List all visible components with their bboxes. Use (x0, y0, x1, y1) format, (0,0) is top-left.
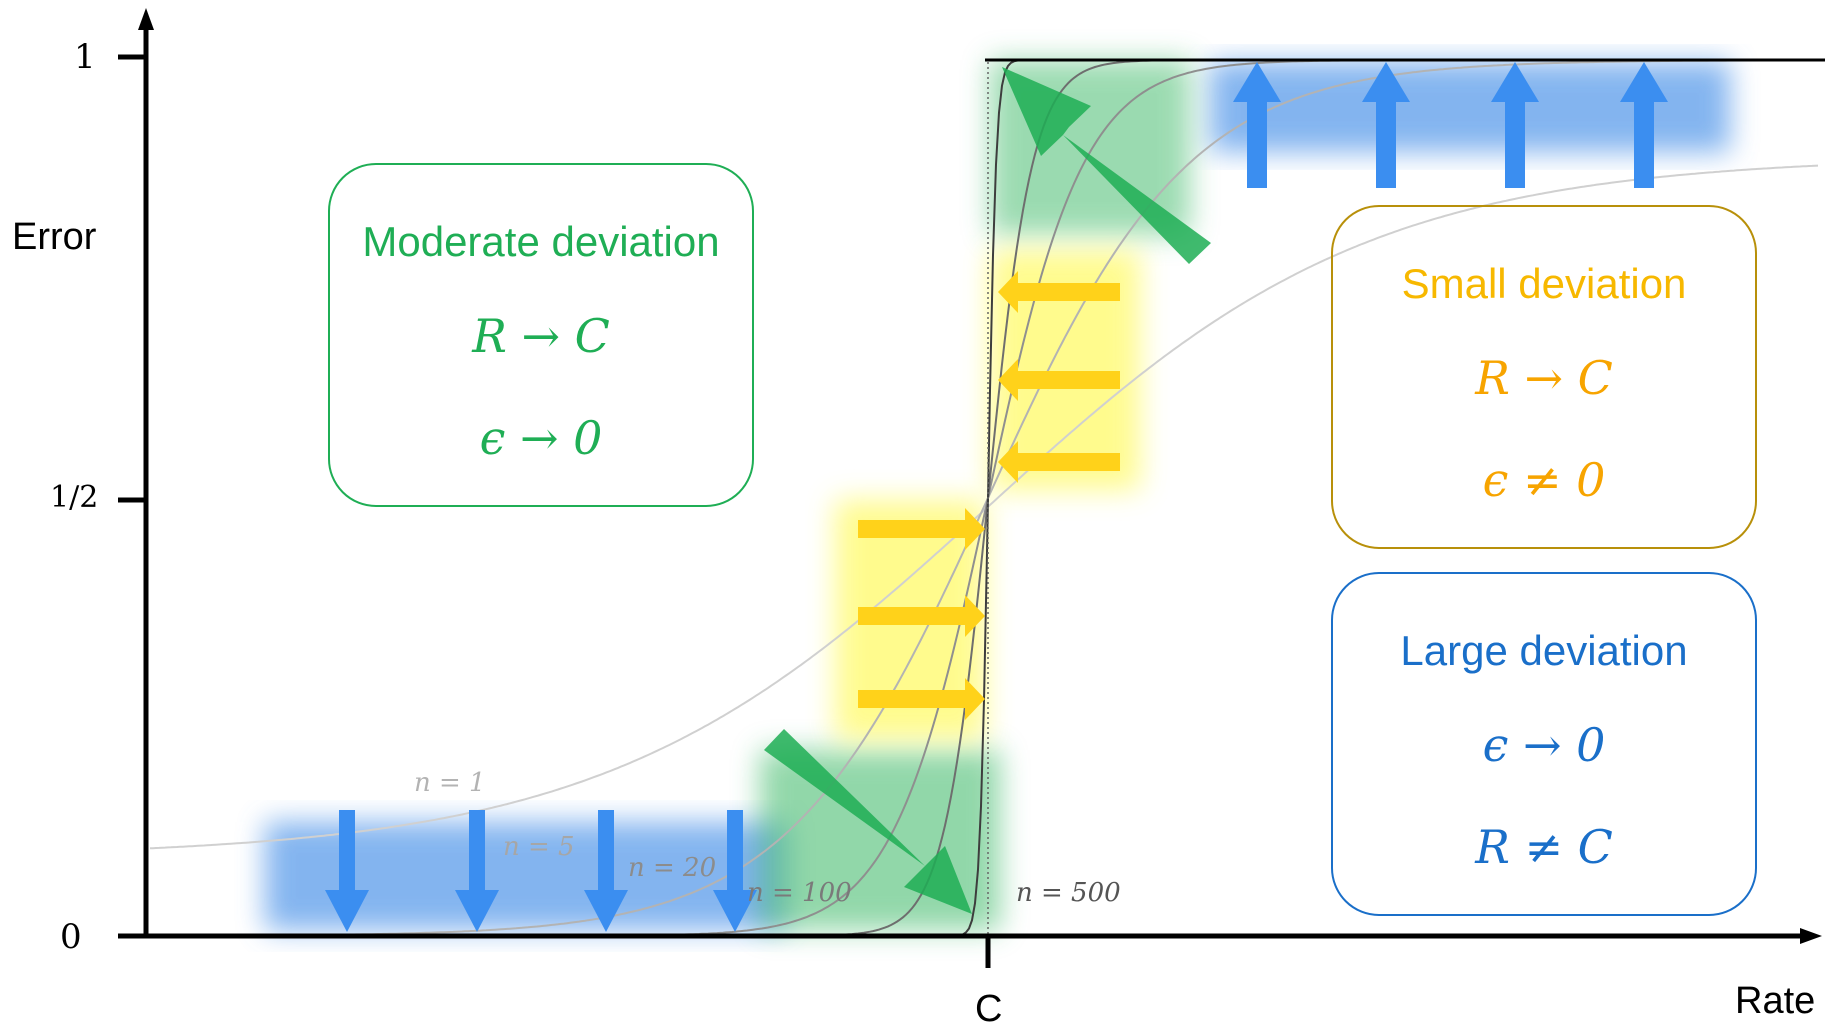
arrow-down-icon (325, 810, 369, 932)
arrow-diagonal-up-icon (1002, 67, 1211, 264)
arrow-left-icon (998, 359, 1120, 401)
small-deviation-title: Small deviation (1401, 260, 1687, 307)
arrow-up-icon (1620, 62, 1668, 188)
x-axis-arrowhead (1800, 928, 1822, 944)
y-tick-label-0: 0 (60, 917, 82, 957)
curve-label-n5: n = 5 (503, 832, 575, 862)
y-tick-label-half: 1/2 (50, 480, 99, 515)
arrow-down-icon (584, 810, 628, 932)
large-deviation-box: Large deviation ϵ → 0 R ≠ C (1331, 572, 1757, 916)
arrow-diagonal-down-icon (764, 729, 972, 914)
moderate-deviation-arrows (764, 67, 1211, 914)
moderate-deviation-error-condition: ϵ → 0 (479, 411, 603, 465)
moderate-deviation-title: Moderate deviation (362, 218, 720, 265)
y-axis-arrowhead (138, 8, 154, 30)
arrow-right-icon (858, 678, 985, 720)
large-deviation-rate-condition: R ≠ C (1475, 820, 1613, 874)
x-tick-label-c: C (975, 988, 1003, 1030)
small-deviation-rate-condition: R → C (1475, 351, 1613, 405)
arrow-up-icon (1362, 62, 1410, 188)
arrow-down-icon (455, 810, 499, 932)
error-curve-1 (149, 164, 1819, 850)
arrow-left-icon (998, 441, 1120, 483)
large-deviation-error-condition: ϵ → 0 (1482, 718, 1606, 772)
small-deviation-arrows-right (858, 508, 985, 720)
large-deviation-arrows-up (1233, 62, 1668, 188)
arrow-right-icon (858, 595, 985, 637)
moderate-deviation-rate-condition: R → C (472, 309, 610, 363)
large-deviation-title: Large deviation (1400, 627, 1688, 674)
moderate-deviation-box: Moderate deviation R → C ϵ → 0 (328, 163, 754, 507)
curve-label-n1: n = 1 (414, 768, 486, 798)
y-axis-label: Error (12, 216, 97, 258)
arrow-right-icon (858, 508, 985, 550)
small-deviation-arrows-left (998, 271, 1120, 483)
large-deviation-arrows-down (325, 810, 757, 932)
y-tick-label-1: 1 (74, 37, 96, 77)
small-deviation-box: Small deviation R → C ϵ ≠ 0 (1331, 205, 1757, 549)
arrow-down-icon (713, 810, 757, 932)
x-axis-label: Rate (1735, 980, 1816, 1022)
arrow-left-icon (998, 271, 1120, 313)
small-deviation-error-condition: ϵ ≠ 0 (1482, 453, 1606, 507)
arrow-up-icon (1491, 62, 1539, 188)
curve-label-n100: n = 100 (747, 878, 852, 908)
curve-label-n20: n = 20 (628, 853, 717, 883)
arrow-up-icon (1233, 62, 1281, 188)
curve-label-n500: n = 500 (1016, 878, 1121, 908)
error-curve-2 (150, 59, 1818, 937)
